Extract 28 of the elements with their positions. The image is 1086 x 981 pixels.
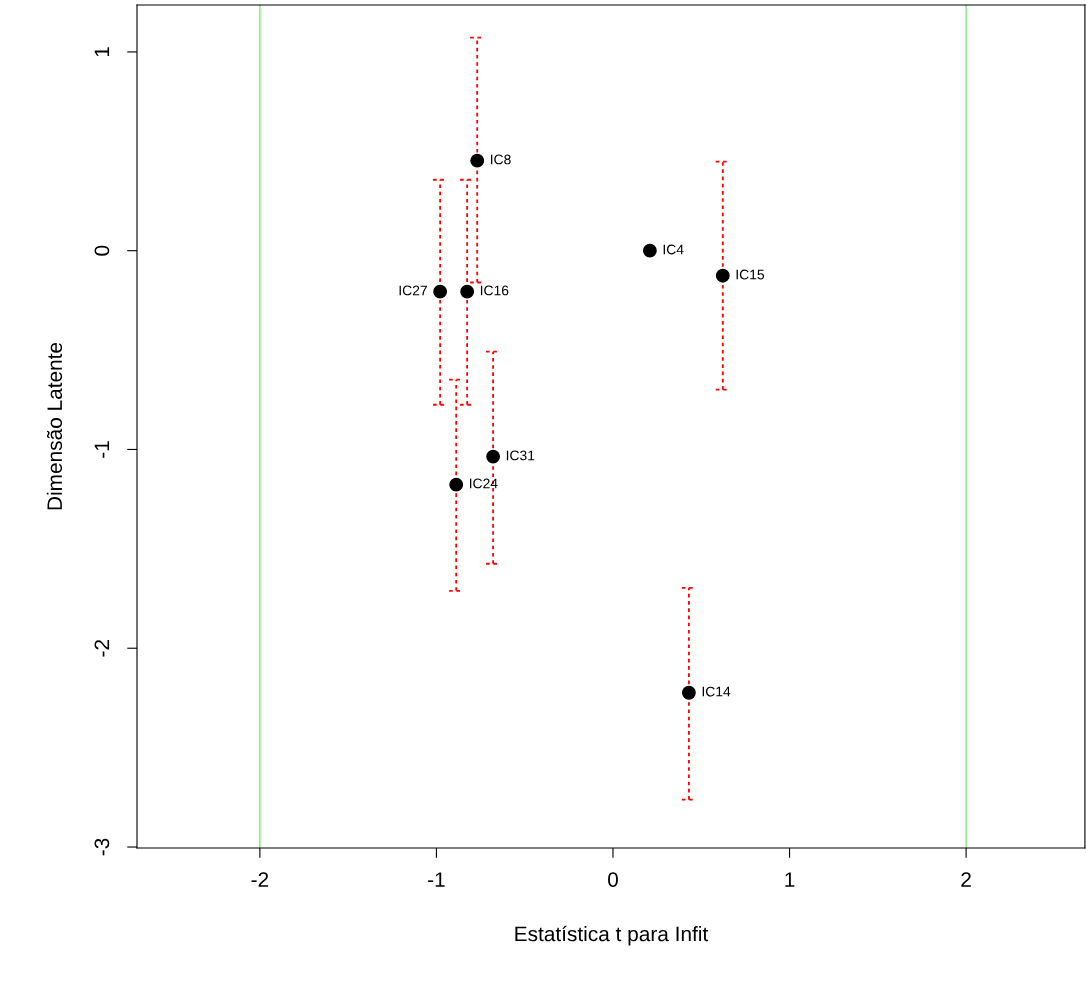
x-tick-label: 1: [785, 872, 795, 887]
annotation: IC27: [399, 285, 427, 296]
annotation: IC14: [702, 686, 731, 697]
point: [681, 685, 696, 700]
x-tick-label: 0: [608, 872, 618, 887]
point: [470, 153, 485, 168]
y-tick-label: -2: [94, 640, 110, 657]
point: [486, 449, 501, 464]
point: [433, 284, 448, 299]
annotation: IC8: [491, 154, 511, 165]
y-tick-label: -1: [94, 441, 110, 458]
x-axis-title: Estatística t para Infit: [515, 925, 709, 946]
x-tick-label: -1: [428, 872, 445, 887]
annotation: IC15: [736, 269, 765, 280]
y-tick-label: -3: [94, 838, 110, 856]
y-tick-label: 0: [94, 245, 110, 256]
x-tick-label: -2: [251, 872, 269, 887]
point: [460, 284, 475, 299]
annotation: IC16: [480, 285, 509, 296]
point: [449, 477, 464, 492]
annotation: IC4: [663, 244, 684, 255]
point: [715, 268, 730, 283]
y-tick-label: 1: [94, 47, 110, 57]
annotation: IC31: [506, 450, 535, 461]
point: [642, 243, 657, 258]
x-tick-label: 2: [961, 872, 971, 887]
annotation: IC24: [469, 478, 498, 489]
y-axis-title: Dimensão Latente: [46, 342, 63, 510]
